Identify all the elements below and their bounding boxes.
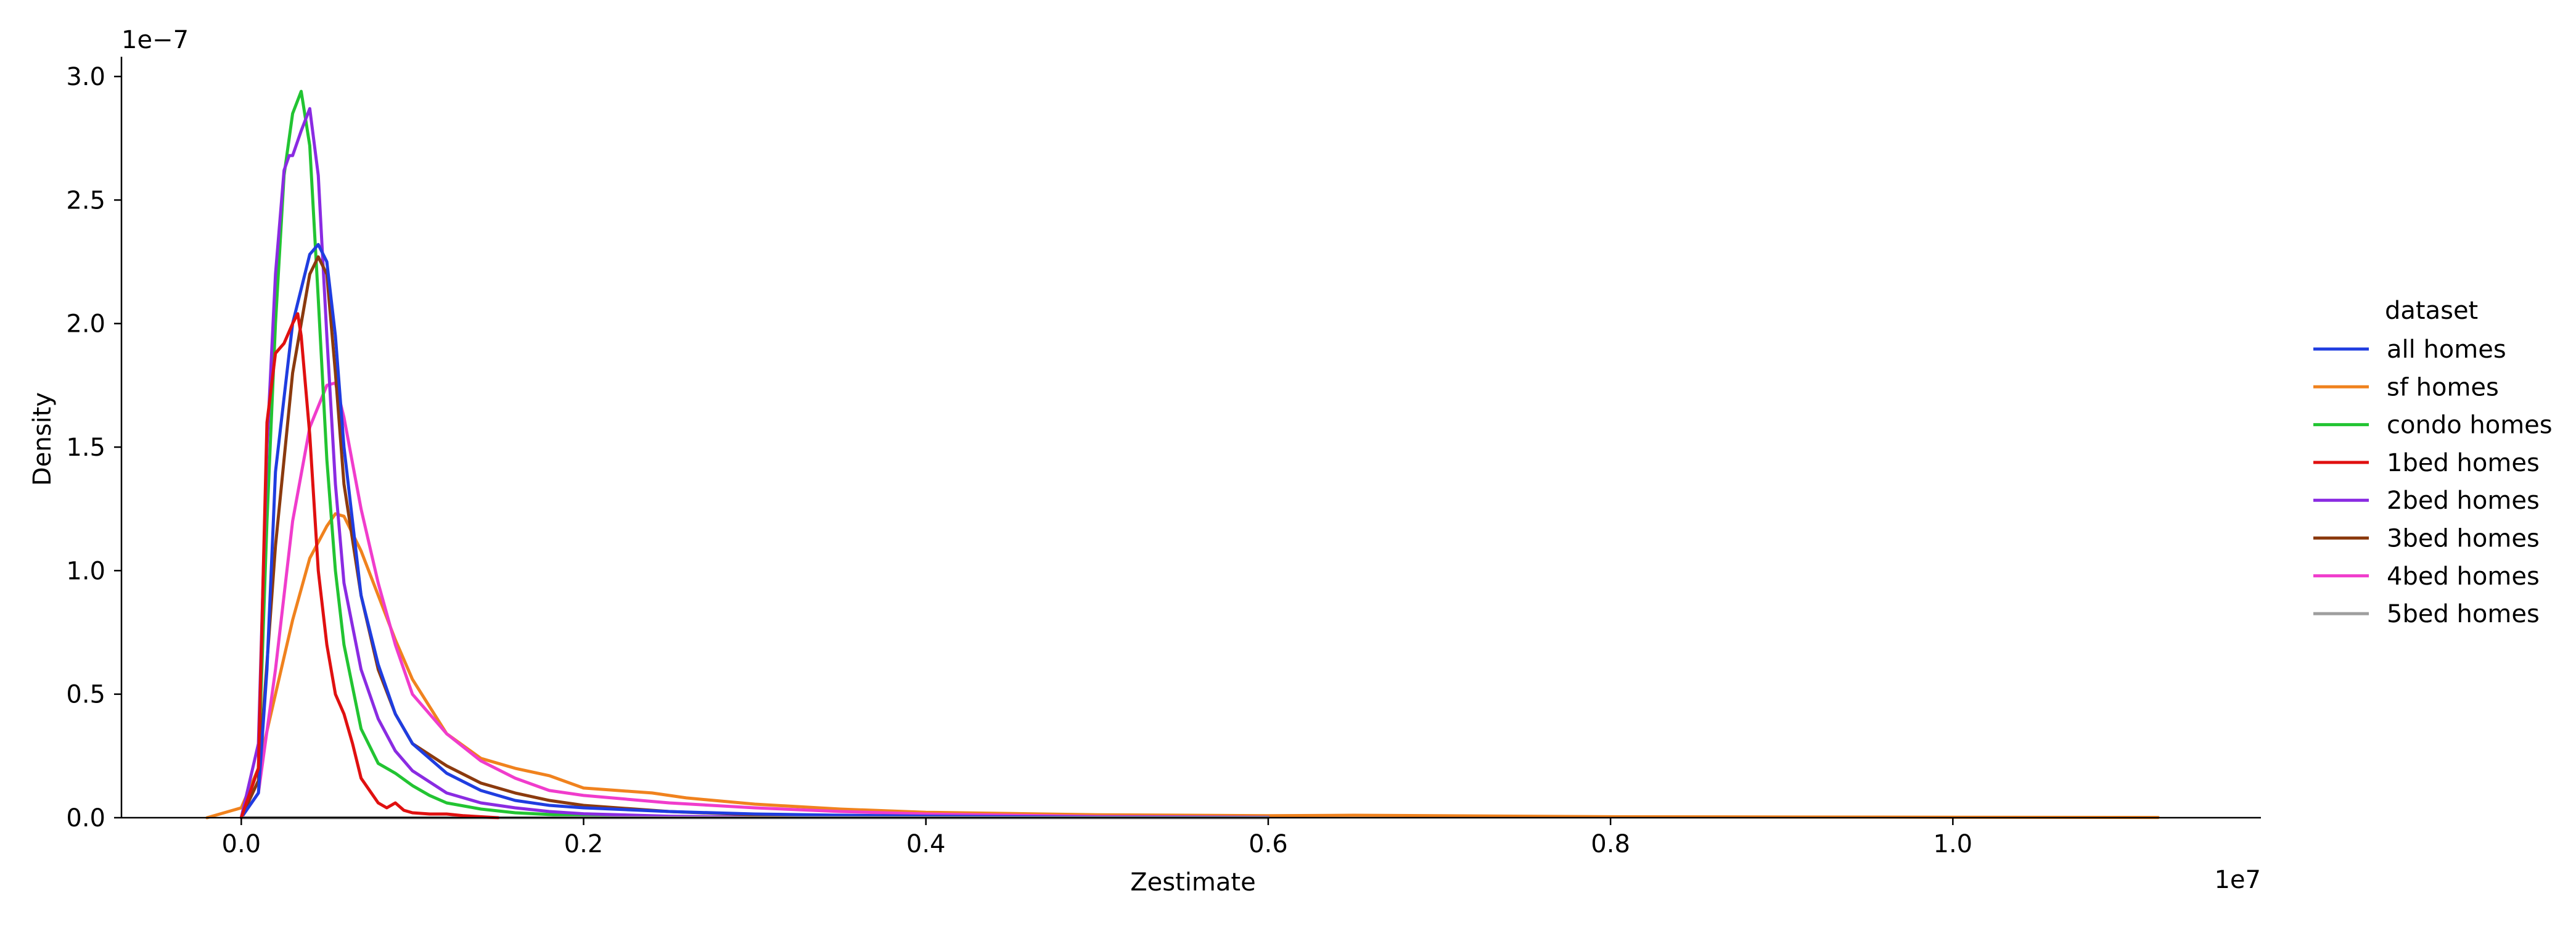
x-tick-label: 0.6 <box>1249 830 1288 858</box>
x-tick-label: 0.4 <box>906 830 946 858</box>
series-line-sf-homes <box>205 512 2160 820</box>
y-tick-label: 2.5 <box>66 186 105 215</box>
series-line-3bed-homes <box>239 255 928 820</box>
legend-label: 1bed homes <box>2387 449 2540 477</box>
x-tick-label: 0.2 <box>564 830 604 858</box>
legend-label: sf homes <box>2387 373 2499 401</box>
series-line-2bed-homes <box>239 107 757 820</box>
legend-label: 3bed homes <box>2387 525 2540 553</box>
series-line-4bed-homes <box>239 381 1270 820</box>
x-tick-label: 0.8 <box>1591 830 1630 858</box>
y-tick-label: 1.0 <box>66 557 105 585</box>
x-scale-label: 1e7 <box>2214 866 2261 894</box>
y-tick-label: 3.0 <box>66 63 105 91</box>
x-axis-title: Zestimate <box>1130 868 1255 897</box>
legend-label: condo homes <box>2387 411 2553 440</box>
legend: dataset all homes sf homes condo homes 1bed … <box>2313 297 2553 628</box>
series-line-1bed-homes <box>239 312 500 820</box>
y-tick-label: 0.0 <box>66 804 105 832</box>
legend-label: 2bed homes <box>2387 487 2540 515</box>
x-tick-label: 0.0 <box>222 830 261 858</box>
axes: 0.0 0.2 0.4 0.6 0.8 1.0 0.0 0.5 1.0 1.5 2.0 2.5 3.0 Z… <box>28 26 2261 897</box>
y-tick-label: 2.0 <box>66 310 105 339</box>
series-line-all-homes <box>239 243 1270 820</box>
legend-label: 4bed homes <box>2387 562 2540 591</box>
legend-label: 5bed homes <box>2387 600 2540 628</box>
legend-title: dataset <box>2385 297 2478 325</box>
y-axis-title: Density <box>28 392 57 486</box>
y-scale-label: 1e−7 <box>121 26 189 54</box>
x-tick-label: 1.0 <box>1934 830 1973 858</box>
plot-lines <box>205 89 2160 820</box>
y-tick-label: 1.5 <box>66 434 105 462</box>
y-tick-label: 0.5 <box>66 681 105 709</box>
legend-label: all homes <box>2387 335 2506 364</box>
